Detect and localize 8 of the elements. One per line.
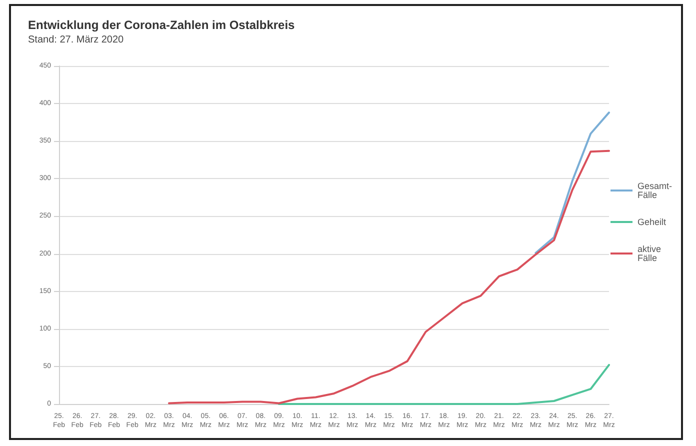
line-series: [534, 112, 610, 254]
chart-title: Entwicklung der Corona-Zahlen im Ostalbkreis: [28, 18, 296, 32]
legend-label: Geheilt: [637, 217, 667, 227]
legend-label: Gesamt-Fälle: [637, 181, 672, 200]
chart-subtitle: Stand: 27. März 2020: [28, 34, 124, 46]
line-series: [278, 364, 610, 405]
legend-label: aktive Fälle: [637, 244, 662, 263]
line-series: [168, 150, 610, 404]
